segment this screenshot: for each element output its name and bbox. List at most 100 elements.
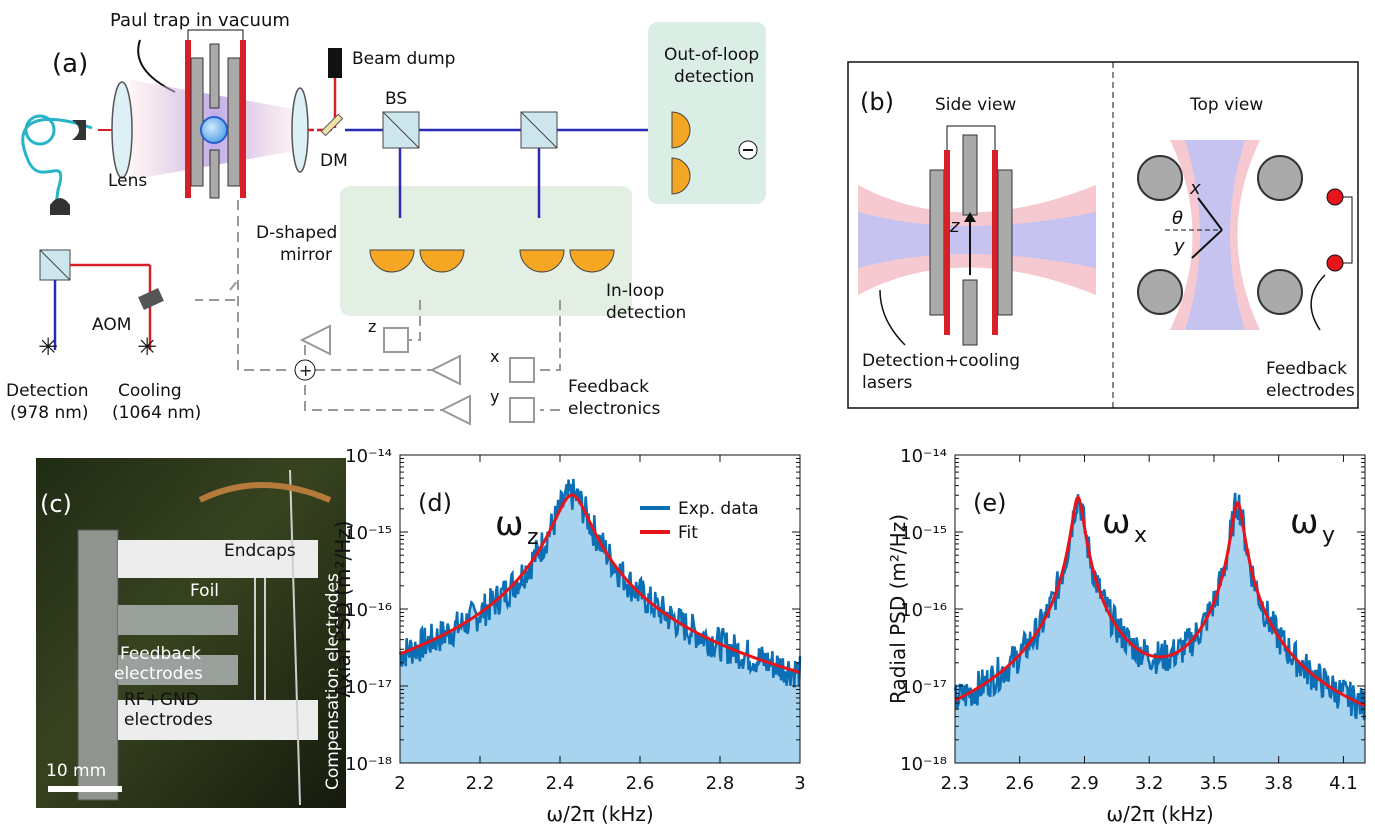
in-loop-label-1: In-loop [606, 281, 664, 301]
in-loop-box [340, 186, 632, 316]
theta-label: θ [1172, 208, 1183, 229]
panel-tag: (e) [973, 489, 1007, 517]
cooling-laser-icon: ✳ [137, 333, 157, 361]
fb-electrodes-label-2: electrodes [1266, 381, 1355, 401]
lens-right [291, 87, 309, 173]
photo-copper-wire [198, 482, 332, 503]
y-tick-label: 10⁻¹⁷ [900, 677, 947, 698]
y-tick-label: 10⁻¹⁵ [345, 523, 392, 544]
legend-exp-label: Exp. data [678, 499, 759, 519]
x-label-b: x [1189, 178, 1201, 199]
rf-label-1: RF+GND [124, 690, 199, 710]
panel-b-tag: (b) [860, 88, 894, 116]
z-label-b: z [949, 216, 960, 237]
detector-il-z2 [419, 249, 465, 273]
panel-c-tag: (c) [40, 490, 72, 518]
detection-laser-icon: ✳ [38, 333, 58, 361]
aom-label: AOM [92, 315, 131, 335]
exp-data-area [400, 478, 800, 763]
trap-foil-right [240, 40, 246, 198]
detector-il-x2 [569, 249, 615, 273]
detector-il-x1 [519, 249, 565, 273]
y-tick-label: 10⁻¹⁵ [900, 523, 947, 544]
chart-d: 2 2.2 2.4 2.6 2.8 3 10⁻¹⁸ 10⁻¹⁷ 10⁻¹⁶ 10⁻¹⁵ 10⁻¹⁴ ω… [331, 446, 806, 826]
bs-label: BS [385, 89, 407, 109]
filter-y [509, 397, 535, 423]
cooling-label-2: (1064 nm) [112, 403, 201, 423]
c-feedback-label-2: electrodes [114, 664, 203, 684]
detection-label-2: (978 nm) [10, 403, 88, 423]
y-axis-label: Axial PSD (m²/Hz) [331, 520, 355, 697]
trap-foil-left [185, 40, 191, 198]
svg-text:+: + [299, 361, 312, 380]
filter-x [509, 357, 535, 383]
chart-e: 2.3 2.6 2.9 3.2 3.5 3.8 4.1 10⁻¹⁸ 10⁻¹⁷ 10⁻¹⁶ 10⁻¹… [886, 446, 1367, 826]
legend-fit-label: Fit [678, 523, 698, 543]
x-tick-label: 2.9 [1070, 773, 1099, 794]
panel-tag: (d) [418, 489, 452, 517]
amp-x [429, 354, 461, 386]
feedback-label-1: Feedback [568, 377, 649, 397]
trap-endcap-top [209, 43, 220, 109]
x-tick-label: 2.4 [546, 773, 575, 794]
panel-c: (c) Endcaps Foil Feedback electrodes RF+… [36, 458, 346, 808]
particle [200, 116, 228, 144]
peak-label-z: ω [495, 504, 523, 544]
detector-ool-2 [671, 157, 691, 195]
amp-z [299, 324, 331, 356]
y-tick-label: 10⁻¹⁸ [900, 754, 947, 775]
feedback-electrode-2 [1326, 254, 1344, 272]
peak-label-x-sub: x [1134, 523, 1147, 548]
trap-rf-left [190, 57, 204, 187]
x-label-a: x [490, 347, 499, 366]
x-tick-label: 2 [394, 773, 405, 794]
d-mirror-label-1: D-shaped [256, 223, 337, 243]
fiber-coupler-top [72, 120, 86, 140]
feedback-label-2: electronics [568, 399, 661, 419]
fiber-loop [24, 114, 56, 146]
x-tick-label: 2.6 [1005, 773, 1034, 794]
scale-label: 10 mm [46, 761, 106, 781]
x-tick-label: 3 [794, 773, 805, 794]
filter-z [383, 327, 409, 353]
y-tick-label: 10⁻¹⁴ [900, 446, 947, 467]
x-axis-label: ω/2π (kHz) [1106, 802, 1213, 826]
x-tick-label: 3.8 [1264, 773, 1293, 794]
fiber-coupler-bottom [50, 198, 70, 215]
top-view-label: Top view [1189, 95, 1263, 115]
photo-rf-holder [118, 700, 318, 740]
peak-label-x: ω [1102, 502, 1130, 542]
y-tick-label: 10⁻¹⁶ [900, 600, 947, 621]
compensation-label: Compensation electrodes [323, 573, 343, 790]
y-tick-label: 10⁻¹⁸ [345, 754, 392, 775]
out-loop-label-2: detection [674, 67, 754, 87]
trap-endcap-bottom [209, 149, 220, 199]
top-beam-blue [1185, 140, 1245, 330]
photo-mount [77, 529, 119, 801]
trap-wire [187, 29, 244, 40]
exp-data-area [955, 492, 1365, 763]
fb-electrodes-label-1: Feedback [1266, 359, 1347, 379]
y-tick-label: 10⁻¹⁴ [345, 446, 392, 467]
detector-il-z1 [369, 249, 415, 273]
lasers-label-2: lasers [862, 373, 912, 393]
scale-bar [48, 786, 122, 792]
lens-left [111, 81, 133, 179]
aom [138, 288, 164, 310]
peak-label-y-sub: y [1322, 523, 1335, 548]
x-tick-label: 4.1 [1329, 773, 1358, 794]
x-tick-label: 2.3 [941, 773, 970, 794]
z-label-a: z [368, 317, 376, 336]
x-tick-label: 2.6 [626, 773, 655, 794]
panel-a-tag: (a) [52, 49, 88, 79]
y-label-a: y [490, 387, 499, 406]
dm-label: DM [320, 151, 348, 171]
photo-endcap-holder [118, 540, 318, 578]
y-tick-label: 10⁻¹⁶ [345, 600, 392, 621]
amp-y [439, 394, 471, 426]
detector-ool-1 [671, 111, 691, 149]
side-view-label: Side view [935, 95, 1016, 115]
fit-line [954, 495, 1366, 708]
dichroic-mirror [320, 113, 344, 137]
beam-dump-label: Beam dump [352, 49, 455, 69]
